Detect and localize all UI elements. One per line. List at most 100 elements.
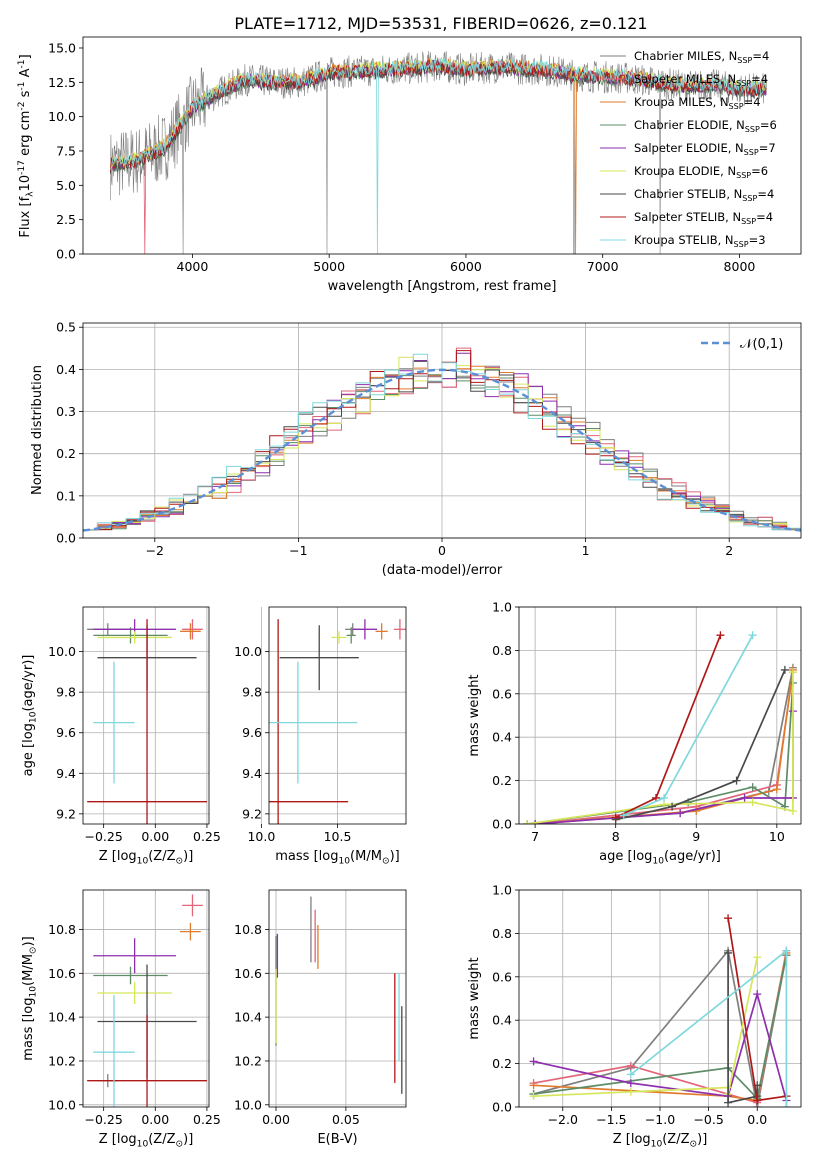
y-tick-label: 9.8 — [242, 685, 262, 700]
x-tick-label: 8000 — [724, 259, 756, 274]
x-tick-label: 0.00 — [141, 829, 169, 844]
x-tick-label: 0 — [438, 543, 446, 558]
y-tick-label: 0.2 — [492, 773, 512, 788]
x-tick-label: 0.00 — [141, 1112, 169, 1127]
y-tick-label: 10.0 — [48, 644, 76, 659]
series-marker — [676, 809, 685, 818]
histogram-9 — [83, 353, 801, 531]
x-tick-label: 1 — [582, 543, 590, 558]
series-marker — [724, 1098, 733, 1107]
y-tick-label: 0.8 — [492, 926, 512, 941]
y-tick-label: 1.0 — [492, 883, 512, 898]
y-tick-label: 0.1 — [56, 488, 76, 503]
x-tick-label: −0.25 — [84, 1112, 122, 1127]
y-tick-label: 10.8 — [234, 922, 262, 937]
x-axis-label: Z [log10​(Z/Z⊙​)] — [99, 849, 194, 866]
y-tick-label: 10.8 — [48, 922, 76, 937]
y-tick-label: 0.3 — [56, 404, 76, 419]
plot-area — [87, 619, 207, 824]
series-marker — [782, 1103, 791, 1107]
x-tick-label: 0.0 — [747, 1112, 767, 1127]
y-tick-label: 0.6 — [492, 686, 512, 701]
y-tick-label: 0.4 — [492, 730, 512, 745]
plot-area — [110, 51, 768, 254]
plot-area — [529, 914, 791, 1107]
series-marker — [753, 990, 762, 999]
normal-curve — [83, 368, 801, 532]
y-tick-label: 9.6 — [242, 725, 262, 740]
x-tick-label: 0.00 — [262, 1112, 290, 1127]
series-line-7 — [727, 952, 759, 1104]
x-tick-label: 7 — [531, 829, 539, 844]
series-marker — [716, 631, 725, 640]
series-marker — [724, 914, 733, 923]
x-tick-label: −0.5 — [693, 1112, 723, 1127]
legend-label: Kroupa STELIB, NSSP​=3 — [634, 233, 766, 249]
legend-label: Salpeter MILES, NSSP​=4 — [634, 72, 768, 88]
legend-label: Kroupa ELODIE, NSSP​=6 — [634, 164, 768, 180]
model-spectrum-9 — [110, 56, 767, 254]
y-tick-label: 0.0 — [492, 1100, 512, 1115]
x-tick-label: 6000 — [450, 259, 482, 274]
series-marker — [748, 631, 757, 640]
y-tick-label: 5.0 — [56, 178, 76, 193]
x-tick-label: 10.0 — [247, 829, 275, 844]
y-tick-label: 1.0 — [492, 600, 512, 615]
x-tick-label: −1 — [289, 543, 307, 558]
y-tick-label: 9.2 — [56, 806, 76, 821]
x-tick-label: −2 — [146, 543, 164, 558]
series-marker — [780, 665, 789, 674]
legend-label: Chabrier STELIB, NSSP​=4 — [634, 187, 774, 203]
axes-frame — [82, 606, 210, 825]
series-marker — [523, 820, 532, 824]
series-marker — [724, 948, 733, 957]
series-marker — [611, 813, 620, 822]
y-tick-label: 10.2 — [234, 1053, 262, 1068]
x-tick-label: 0.05 — [332, 1112, 360, 1127]
y-tick-label: 10.4 — [48, 1010, 76, 1025]
axes-frame — [82, 36, 802, 255]
y-tick-label: 9.2 — [242, 806, 262, 821]
panel-8: −2.0 −1.5 −1.0 −0.5 0.0 0.0 0.2 0.4 0.6 0.8 1.0 Z [… — [467, 883, 802, 1149]
plot-area — [87, 894, 207, 1107]
plot-area — [269, 619, 406, 824]
y-tick-label: 0.0 — [56, 247, 76, 262]
panel-7: 0.00 0.05 10.0 10.2 10.4 10.6 10.8 E(B-V) — [234, 889, 407, 1147]
y-tick-label: 0.4 — [56, 362, 76, 377]
x-tick-label: 7000 — [587, 259, 619, 274]
series-marker — [753, 1096, 762, 1105]
legend-label: Salpeter ELODIE, NSSP​=7 — [634, 141, 776, 157]
series-marker — [529, 1092, 538, 1101]
x-tick-label: 9 — [692, 829, 700, 844]
series-marker — [732, 776, 741, 785]
series-marker — [626, 1061, 635, 1070]
series-marker — [660, 793, 669, 802]
series-marker — [529, 1057, 538, 1066]
x-axis-label: age [log10​(age/yr)] — [599, 849, 721, 866]
y-axis-label: age [log10​(age/yr)] — [21, 655, 38, 777]
x-axis-label: wavelength [Angstrom, rest frame] — [328, 279, 557, 294]
y-tick-label: 10.0 — [234, 644, 262, 659]
x-tick-label: −1.5 — [596, 1112, 626, 1127]
y-axis-label: mass weight — [467, 674, 482, 756]
y-tick-label: 7.5 — [56, 143, 76, 158]
figure-title: PLATE=1712, MJD=53531, FIBERID=0626, z=0… — [234, 14, 647, 33]
axes-frame — [518, 606, 802, 825]
series-marker — [692, 806, 701, 815]
plot-area — [83, 347, 801, 532]
axes-frame — [268, 889, 407, 1108]
series-marker — [740, 793, 749, 802]
x-tick-label: −0.25 — [84, 829, 122, 844]
series-marker — [753, 953, 762, 962]
y-tick-label: 10.0 — [48, 1097, 76, 1112]
x-axis-label: mass [log10​(M/M⊙​)] — [275, 849, 399, 866]
y-tick-label: 15.0 — [48, 40, 76, 55]
series-line-7 — [615, 669, 786, 821]
legend-label: Chabrier ELODIE, NSSP​=6 — [634, 118, 777, 134]
x-tick-label: −1.0 — [645, 1112, 675, 1127]
y-tick-label: 10.0 — [48, 109, 76, 124]
y-tick-label: 0.2 — [492, 1056, 512, 1071]
y-tick-label: 10.6 — [48, 966, 76, 981]
y-tick-label: 0.8 — [492, 643, 512, 658]
